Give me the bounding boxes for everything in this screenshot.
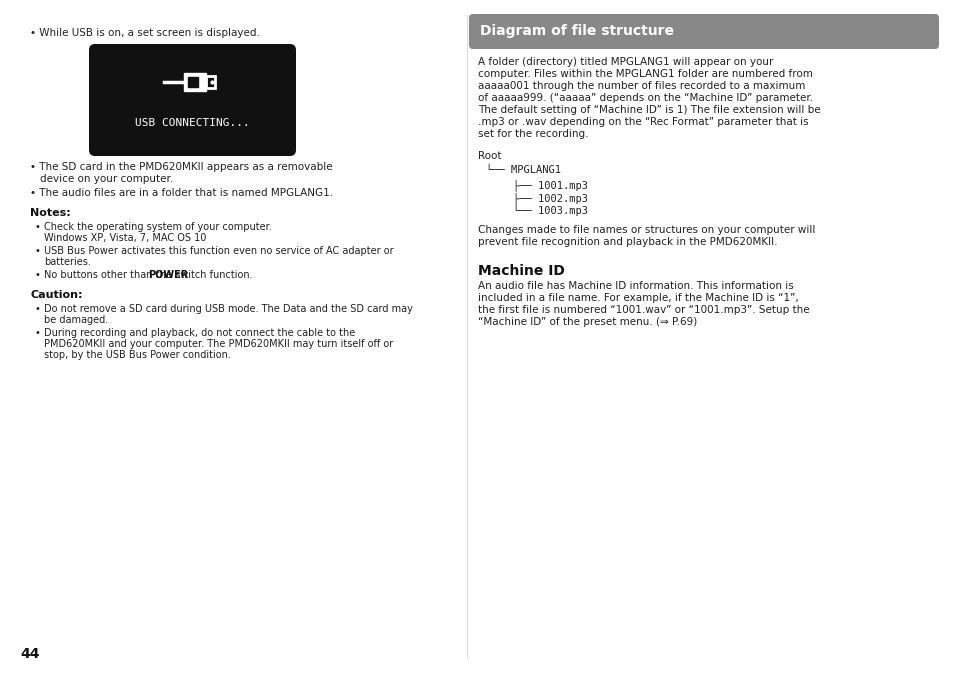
Text: Windows XP, Vista, 7, MAC OS 10: Windows XP, Vista, 7, MAC OS 10 bbox=[44, 233, 206, 243]
Text: aaaaa001 through the number of files recorded to a maximum: aaaaa001 through the number of files rec… bbox=[477, 81, 804, 91]
Text: • The audio files are in a folder that is named MPGLANG1.: • The audio files are in a folder that i… bbox=[30, 188, 333, 198]
Text: ├── 1001.mp3: ├── 1001.mp3 bbox=[513, 179, 587, 191]
FancyBboxPatch shape bbox=[89, 44, 295, 156]
Text: .mp3 or .wav depending on the “Rec Format” parameter that is: .mp3 or .wav depending on the “Rec Forma… bbox=[477, 117, 808, 127]
Text: • Check the operating system of your computer.: • Check the operating system of your com… bbox=[35, 222, 272, 232]
Text: of aaaaa999. (“aaaaa” depends on the “Machine ID” parameter.: of aaaaa999. (“aaaaa” depends on the “Ma… bbox=[477, 93, 812, 103]
Text: computer. Files within the MPGLANG1 folder are numbered from: computer. Files within the MPGLANG1 fold… bbox=[477, 69, 812, 79]
Text: • Do not remove a SD card during USB mode. The Data and the SD card may: • Do not remove a SD card during USB mod… bbox=[35, 304, 413, 314]
Text: the first file is numbered “1001.wav” or “1001.mp3”. Setup the: the first file is numbered “1001.wav” or… bbox=[477, 305, 809, 315]
Text: Diagram of file structure: Diagram of file structure bbox=[479, 24, 673, 38]
Text: set for the recording.: set for the recording. bbox=[477, 129, 588, 139]
Text: “Machine ID” of the preset menu. (⇒ P.69): “Machine ID” of the preset menu. (⇒ P.69… bbox=[477, 317, 697, 327]
Text: └── MPGLANG1: └── MPGLANG1 bbox=[485, 165, 560, 175]
Bar bbox=[206, 76, 215, 88]
Text: POWER: POWER bbox=[149, 270, 189, 280]
Text: switch function.: switch function. bbox=[172, 270, 253, 280]
Text: The default setting of “Machine ID” is 1) The file extension will be: The default setting of “Machine ID” is 1… bbox=[477, 105, 820, 115]
Text: batteries.: batteries. bbox=[44, 257, 91, 267]
Text: USB CONNECTING...: USB CONNECTING... bbox=[135, 118, 250, 128]
Text: be damaged.: be damaged. bbox=[44, 315, 108, 325]
Text: Machine ID: Machine ID bbox=[477, 264, 564, 278]
Text: Notes:: Notes: bbox=[30, 208, 71, 218]
Text: • During recording and playback, do not connect the cable to the: • During recording and playback, do not … bbox=[35, 328, 355, 338]
Text: Root: Root bbox=[477, 151, 501, 161]
Text: An audio file has Machine ID information. This information is: An audio file has Machine ID information… bbox=[477, 281, 793, 291]
Bar bbox=[189, 77, 198, 87]
Text: Caution:: Caution: bbox=[30, 290, 82, 300]
Text: • While USB is on, a set screen is displayed.: • While USB is on, a set screen is displ… bbox=[30, 28, 259, 38]
Text: included in a file name. For example, if the Machine ID is “1”,: included in a file name. For example, if… bbox=[477, 293, 798, 303]
Text: 44: 44 bbox=[20, 647, 39, 661]
Text: stop, by the USB Bus Power condition.: stop, by the USB Bus Power condition. bbox=[44, 350, 231, 360]
Text: prevent file recognition and playback in the PMD620MKII.: prevent file recognition and playback in… bbox=[477, 237, 777, 247]
Text: device on your computer.: device on your computer. bbox=[40, 174, 173, 184]
Text: • The SD card in the PMD620MKII appears as a removable: • The SD card in the PMD620MKII appears … bbox=[30, 162, 333, 172]
Text: • USB Bus Power activates this function even no service of AC adapter or: • USB Bus Power activates this function … bbox=[35, 246, 394, 256]
Text: A folder (directory) titled MPGLANG1 will appear on your: A folder (directory) titled MPGLANG1 wil… bbox=[477, 57, 773, 67]
Text: ├── 1002.mp3: ├── 1002.mp3 bbox=[513, 192, 587, 204]
Text: Changes made to file names or structures on your computer will: Changes made to file names or structures… bbox=[477, 225, 815, 235]
Text: PMD620MKII and your computer. The PMD620MKII may turn itself off or: PMD620MKII and your computer. The PMD620… bbox=[44, 339, 393, 349]
Text: └── 1003.mp3: └── 1003.mp3 bbox=[513, 205, 587, 217]
Bar bbox=[184, 73, 206, 91]
FancyBboxPatch shape bbox=[469, 14, 938, 49]
Text: • No buttons other than the: • No buttons other than the bbox=[35, 270, 174, 280]
